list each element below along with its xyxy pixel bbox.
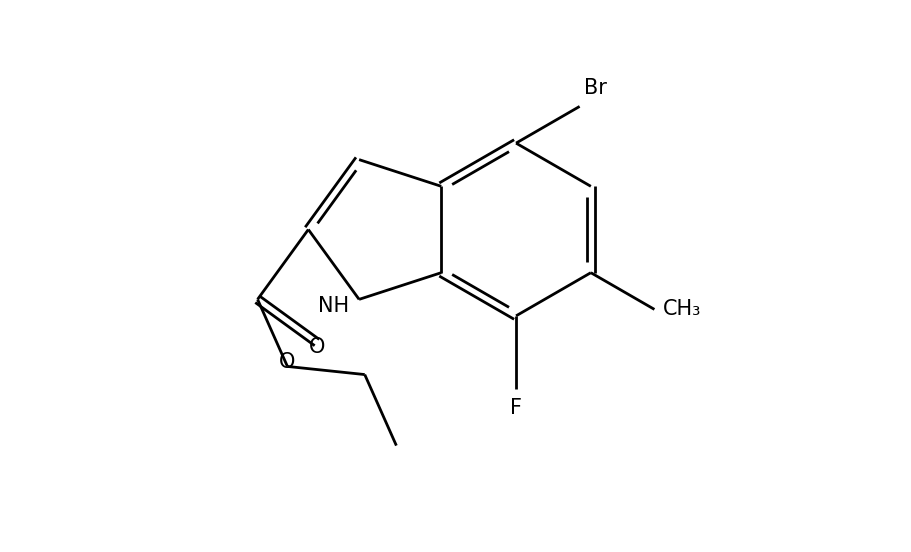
Text: O: O — [279, 352, 295, 372]
Text: CH₃: CH₃ — [662, 299, 701, 320]
Text: O: O — [309, 337, 325, 357]
Text: F: F — [509, 398, 521, 418]
Text: NH: NH — [317, 296, 348, 316]
Text: Br: Br — [583, 78, 606, 98]
